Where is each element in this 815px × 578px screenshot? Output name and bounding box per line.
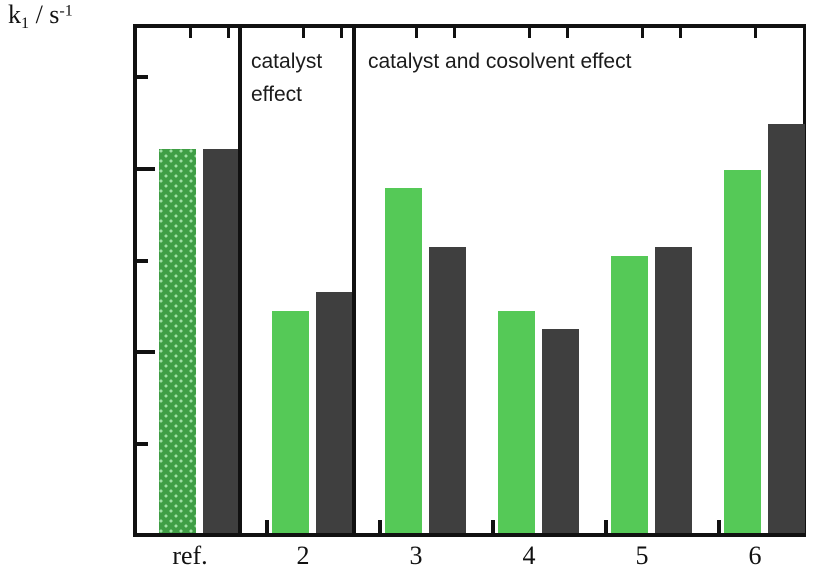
x-tick-label-6: 6 [748,541,762,570]
top-tick-9 [641,28,644,38]
y-axis-title-middle: / s [29,0,60,29]
top-tick-3 [302,28,305,38]
top-tick-10 [679,28,682,38]
bar-6-green [724,170,761,533]
y-tick-major-0004 [137,167,155,171]
bar-2-dark [316,292,353,533]
bar-4-dark [542,329,579,533]
bar-5-dark [655,247,692,533]
x-tick-5 [717,520,721,533]
x-tick-label-2: 2 [296,541,310,570]
x-tick-3 [491,520,495,533]
panel-divider-1 [238,28,242,533]
y-axis-title-subscript: 1 [21,14,30,32]
x-tick-label-5: 5 [635,541,649,570]
bar-2-green [272,311,309,533]
panel-divider-2 [352,28,356,533]
top-tick-2 [227,28,230,38]
top-tick-4 [340,28,343,38]
y-axis-title: k1 / s-1 [8,2,73,32]
bar-6-dark [768,124,805,533]
bar-4-green [498,311,535,533]
top-tick-8 [566,28,569,38]
bar-ref-green [159,149,196,533]
top-tick-7 [528,28,531,38]
y-tick-minor-0001 [137,442,148,446]
x-tick-label-3: 3 [409,541,423,570]
x-tick-label-4: 4 [522,541,536,570]
y-tick-major-0002 [137,350,155,354]
bar-3-green [385,188,422,533]
y-tick-minor-0005 [137,75,148,79]
panel-caption-catalyst-cosolvent-effect: catalyst and cosolvent effect [368,50,632,73]
x-tick-2 [378,520,382,533]
top-tick-6 [453,28,456,38]
x-tick-1 [265,520,269,533]
x-tick-4 [604,520,608,533]
bar-3-dark [429,247,466,533]
top-tick-11 [754,28,757,38]
panel-caption-catalyst-effect: catalyst effect [251,50,323,106]
bar-5-green [611,256,648,533]
top-tick-1 [189,28,192,38]
plot-area: catalyst effect catalyst and cosolvent e… [133,24,806,537]
x-tick-label-ref: ref. [172,541,208,570]
top-tick-5 [415,28,418,38]
y-axis-title-base: k [8,0,21,29]
y-axis-title-superscript: -1 [59,2,73,20]
y-tick-minor-0003 [137,259,148,263]
bar-ref-dark [203,149,240,533]
plot-inner: catalyst effect catalyst and cosolvent e… [137,28,805,533]
